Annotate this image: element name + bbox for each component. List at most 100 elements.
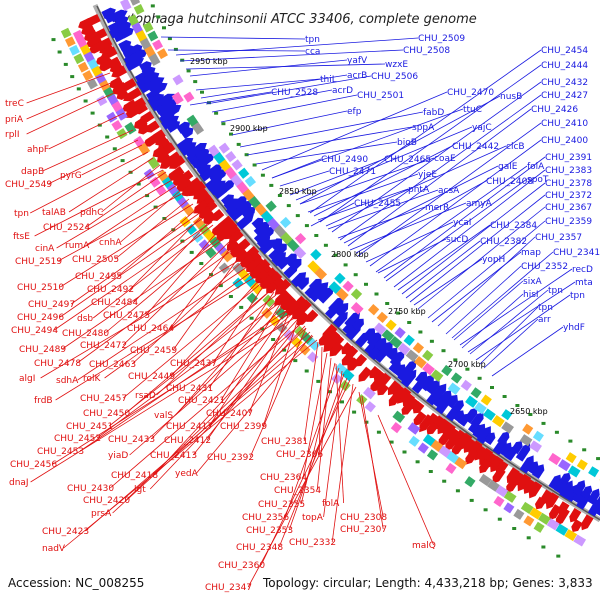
gene-label[interactable]: CHU_2392 (207, 453, 254, 463)
gene-label[interactable]: acsA (438, 186, 460, 196)
gene-label[interactable]: CHU_2407 (206, 409, 253, 419)
gene-label[interactable]: yiaD (108, 451, 128, 461)
gene-label[interactable]: CHU_2494 (11, 326, 58, 336)
gene-label[interactable]: CHU_2400 (541, 136, 588, 146)
gene-label[interactable]: CHU_2459 (130, 346, 177, 356)
gene-label[interactable]: CHU_2549 (5, 180, 52, 190)
gene-label[interactable]: cca (305, 47, 320, 57)
gene-label[interactable]: CHU_2510 (17, 283, 64, 293)
gene-label[interactable]: CHU_2347 (205, 583, 252, 593)
gene-label[interactable]: rplI (5, 130, 20, 140)
gene-label[interactable]: clcB (506, 142, 525, 152)
gene-label[interactable]: malQ (412, 541, 436, 551)
gene-label[interactable]: dsb (77, 314, 93, 324)
gene-label[interactable]: CHU_2509 (418, 34, 465, 44)
gene-label[interactable]: CHU_2455 (354, 199, 401, 209)
gene-label[interactable]: sdhA (56, 376, 79, 386)
gene-label[interactable]: CHU_2475 (103, 311, 150, 321)
gene-label[interactable]: CHU_2433 (108, 435, 155, 445)
gene-label[interactable]: CHU_2444 (541, 61, 588, 71)
gene-label[interactable]: CHU_2372 (545, 191, 592, 201)
gene-label[interactable]: treC (5, 99, 24, 109)
gene-label[interactable]: CHU_2519 (15, 257, 62, 267)
gene-label[interactable]: CHU_2449 (128, 372, 175, 382)
gene-label[interactable]: yjeE (418, 170, 437, 180)
gene-label[interactable]: acrD (332, 86, 353, 96)
gene-label[interactable]: CHU_2391 (545, 153, 592, 163)
gene-label[interactable]: CHU_2452 (54, 434, 101, 444)
gene-label[interactable]: CHU_2412 (164, 436, 211, 446)
gene-label[interactable]: CHU_2451 (66, 422, 113, 432)
gene-label[interactable]: nusB (500, 92, 522, 102)
gene-label[interactable]: spoT (527, 175, 549, 185)
gene-label[interactable]: algI (19, 374, 35, 384)
gene-label[interactable]: pntA (408, 185, 430, 195)
gene-label[interactable]: valS (154, 411, 173, 421)
gene-label[interactable]: amyA (466, 199, 493, 209)
gene-label[interactable]: nadV (42, 544, 66, 554)
gene-label[interactable]: hisI (523, 290, 539, 300)
gene-label[interactable]: CHU_2356 (242, 513, 289, 523)
gene-label[interactable]: bioB (397, 138, 417, 148)
gene-label[interactable]: CHU_2506 (371, 72, 418, 82)
gene-label[interactable]: tpn (548, 286, 563, 296)
gene-label[interactable]: talAB (42, 208, 66, 218)
gene-label[interactable]: CHU_2355 (258, 500, 305, 510)
gene-label[interactable]: CHU_2456 (10, 460, 57, 470)
gene-label[interactable]: yafV (347, 56, 368, 66)
gene-label[interactable]: CHU_2501 (357, 91, 404, 101)
gene-label[interactable]: CHU_2383 (545, 166, 592, 176)
gene-label[interactable]: CHU_2478 (34, 359, 81, 369)
gene-label[interactable]: CHU_2505 (72, 255, 119, 265)
gene-label[interactable]: CHU_2432 (541, 78, 588, 88)
gene-label[interactable]: CHU_2457 (80, 394, 127, 404)
gene-label[interactable]: CHU_2410 (541, 119, 588, 129)
gene-label[interactable]: CHU_2378 (545, 179, 592, 189)
gene-label[interactable]: CHU_2437 (170, 359, 217, 369)
gene-label[interactable]: CHU_2367 (545, 203, 592, 213)
gene-label[interactable]: lgt (134, 485, 146, 495)
gene-label[interactable]: CHU_2431 (166, 384, 213, 394)
gene-label[interactable]: CHU_2418 (111, 471, 158, 481)
gene-label[interactable]: recD (572, 265, 593, 275)
gene-label[interactable]: prsA (91, 509, 112, 519)
gene-label[interactable]: folA (527, 162, 545, 172)
gene-label[interactable]: CHU_2353 (246, 526, 293, 536)
gene-label[interactable]: CHU_2496 (17, 313, 64, 323)
gene-label[interactable]: rumA (65, 241, 90, 251)
gene-label[interactable]: tpn (538, 303, 553, 313)
gene-label[interactable]: galE (498, 162, 518, 172)
gene-label[interactable]: CHU_2430 (67, 484, 114, 494)
gene-label[interactable]: CHU_2360 (218, 561, 265, 571)
gene-label[interactable]: CHU_2463 (89, 360, 136, 370)
gene-label[interactable]: CHU_2450 (83, 409, 130, 419)
gene-label[interactable]: CHU_2354 (274, 486, 321, 496)
gene-label[interactable]: dnaJ (9, 478, 29, 488)
gene-label[interactable]: topA (302, 513, 324, 523)
gene-label[interactable]: thiL (320, 75, 337, 85)
gene-label[interactable]: yopH (482, 255, 505, 265)
gene-label[interactable]: CHU_2420 (83, 496, 130, 506)
gene-label[interactable]: CHU_2359 (545, 217, 592, 227)
gene-label[interactable]: CHU_2528 (271, 88, 318, 98)
gene-label[interactable]: yhdF (563, 323, 585, 333)
gene-label[interactable]: CHU_2524 (43, 223, 90, 233)
gene-label[interactable]: ttuC (463, 105, 482, 115)
gene-label[interactable]: ftsE (13, 232, 30, 242)
gene-label[interactable]: tpn (570, 291, 585, 301)
gene-label[interactable]: CHU_2427 (541, 91, 588, 101)
gene-label[interactable]: CHU_2489 (19, 345, 66, 355)
gene-label[interactable]: CHU_2382 (480, 237, 527, 247)
gene-label[interactable]: ycaI (453, 218, 471, 228)
gene-label[interactable]: sppA (412, 123, 435, 133)
gene-label[interactable]: rolK (83, 374, 102, 384)
gene-label[interactable]: CHU_2508 (403, 46, 450, 56)
gene-label[interactable]: sixA (523, 277, 543, 287)
gene-label[interactable]: coaE (434, 154, 456, 164)
gene-label[interactable]: rsaD (135, 391, 156, 401)
gene-label[interactable]: CHU_2490 (321, 155, 368, 165)
gene-label[interactable]: acrB (347, 71, 367, 81)
gene-label[interactable]: CHU_2426 (531, 105, 578, 115)
gene-label[interactable]: CHU_2442 (452, 142, 499, 152)
gene-label[interactable]: CHU_2454 (541, 46, 588, 56)
